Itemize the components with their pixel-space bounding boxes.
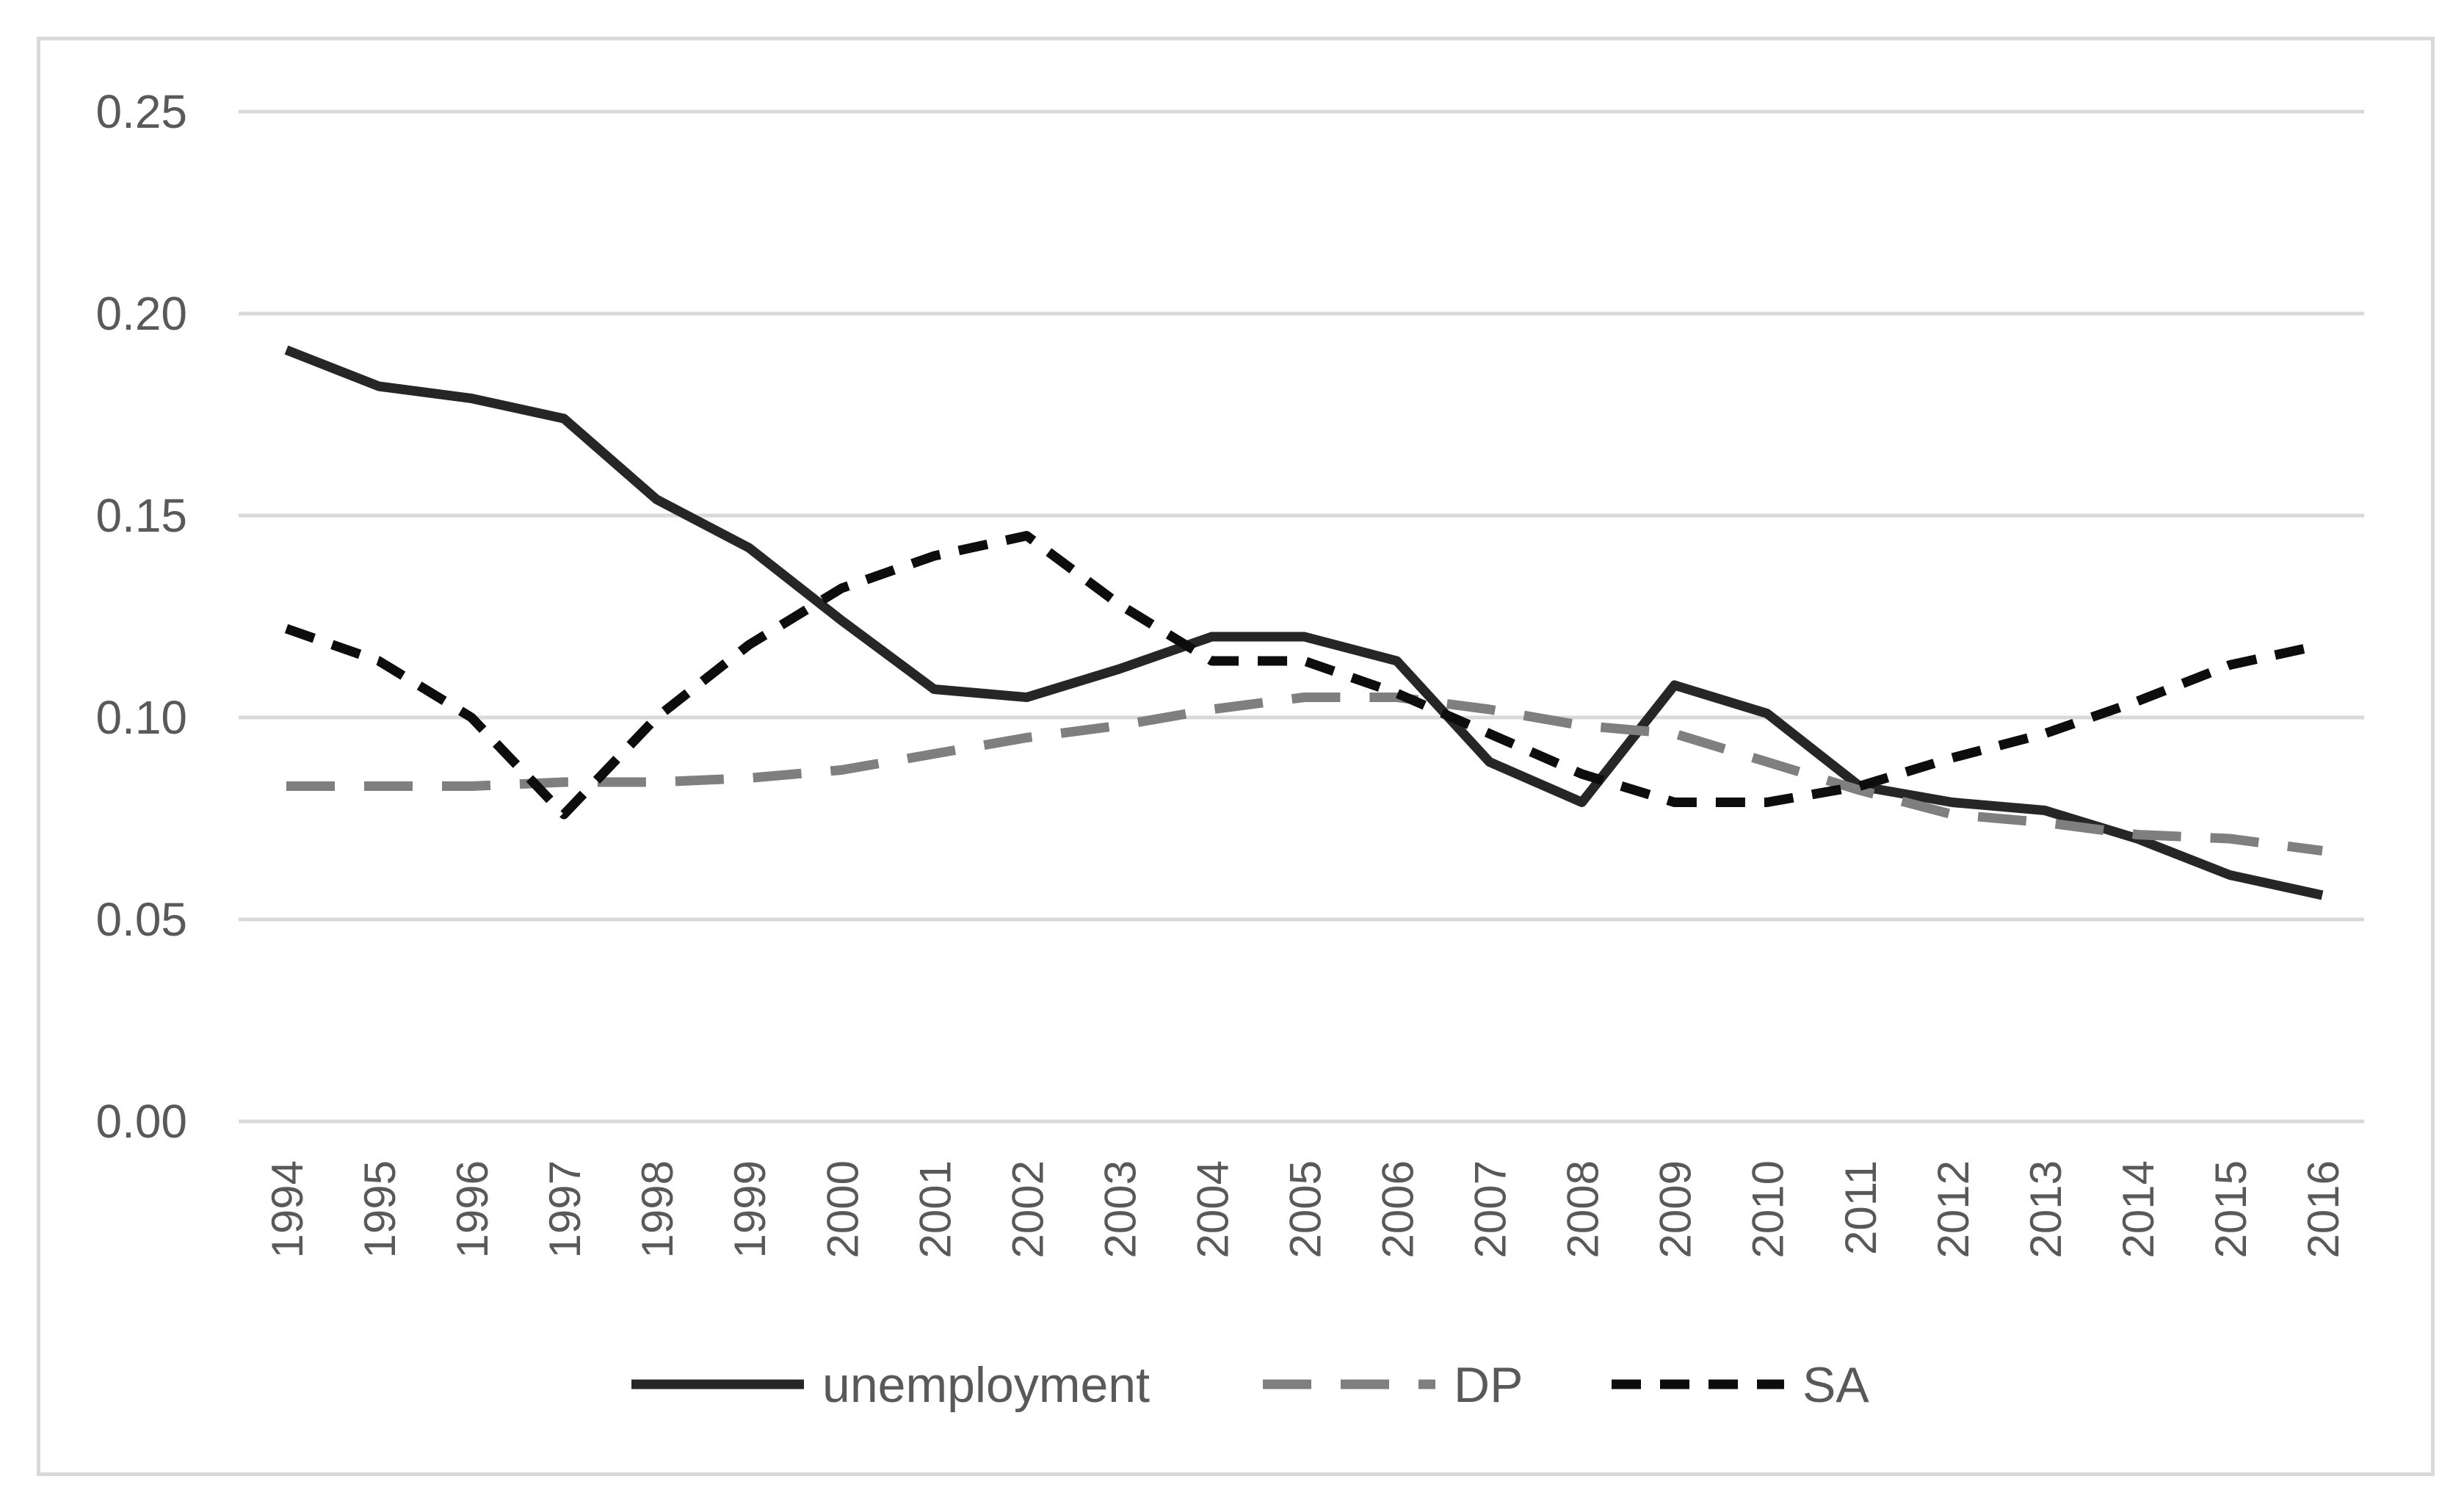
x-tick-label: 2001 <box>910 1160 960 1258</box>
y-tick-label: 0.00 <box>95 1095 187 1148</box>
chart-frame: 0.00 0.05 0.10 0.15 0.20 0.25 1994 1995 1996 199… <box>37 37 2435 1476</box>
y-tick-label: 0.15 <box>95 489 187 542</box>
y-tick-label: 0.10 <box>95 691 187 744</box>
x-axis-ticks: 1994 1995 1996 1997 1998 1999 2000 2001 2002 2003… <box>263 1160 2348 1258</box>
x-tick-label: 2013 <box>2021 1160 2070 1258</box>
series-line-sa <box>284 531 2324 820</box>
x-tick-label: 2014 <box>2114 1160 2163 1258</box>
x-tick-label: 1998 <box>633 1160 682 1258</box>
y-tick-label: 0.25 <box>95 85 187 138</box>
x-tick-label: 2006 <box>1374 1160 1423 1258</box>
x-tick-label: 2016 <box>2299 1160 2348 1258</box>
gridlines <box>239 109 2364 1124</box>
series-line-unemployment <box>284 345 2324 900</box>
x-tick-label: 2004 <box>1188 1160 1237 1258</box>
x-tick-label: 1996 <box>448 1160 497 1258</box>
x-tick-label: 2009 <box>1651 1160 1700 1258</box>
y-axis-ticks: 0.00 0.05 0.10 0.15 0.20 0.25 <box>95 85 187 1148</box>
x-tick-label: 2015 <box>2206 1160 2255 1258</box>
x-tick-label: 2003 <box>1095 1160 1145 1258</box>
series-line-dp <box>286 693 2323 856</box>
x-tick-label: 2005 <box>1281 1160 1330 1258</box>
x-tick-label: 1995 <box>355 1160 405 1258</box>
x-tick-label: 2002 <box>1003 1160 1052 1258</box>
x-tick-label: 2010 <box>1744 1160 1793 1258</box>
legend-label-dp: DP <box>1454 1357 1523 1413</box>
legend-label-sa: SA <box>1802 1357 1869 1413</box>
legend: unemployment DP SA <box>631 1357 1869 1413</box>
x-tick-label: 2007 <box>1466 1160 1515 1258</box>
x-tick-label: 2012 <box>1929 1160 1978 1258</box>
legend-label-unemployment: unemployment <box>822 1357 1150 1413</box>
x-tick-label: 2008 <box>1559 1160 1608 1258</box>
x-tick-label: 1994 <box>263 1160 312 1258</box>
y-tick-label: 0.05 <box>95 893 187 946</box>
x-tick-label: 2000 <box>818 1160 867 1258</box>
line-chart: 0.000.050.100.150.200.25 1994 1995 1996 199… <box>95 85 2364 1413</box>
y-tick-label: 0.20 <box>95 287 187 340</box>
x-tick-label: 2011 <box>1836 1160 1885 1255</box>
x-tick-label: 1997 <box>540 1160 590 1258</box>
series-lines <box>284 345 2324 900</box>
x-tick-label: 1999 <box>725 1160 775 1258</box>
